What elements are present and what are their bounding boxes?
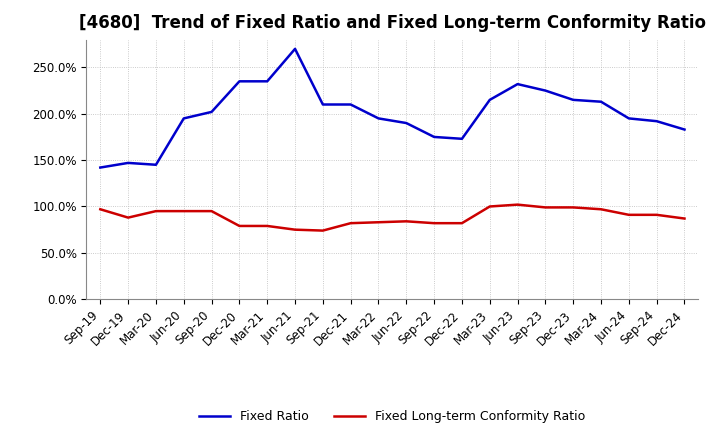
Fixed Long-term Conformity Ratio: [652, 212, 661, 217]
Fixed Ratio: [430, 134, 438, 139]
Fixed Long-term Conformity Ratio: [541, 205, 550, 210]
Fixed Ratio: [179, 116, 188, 121]
Fixed Ratio: [124, 160, 132, 165]
Fixed Ratio: [207, 109, 216, 114]
Fixed Long-term Conformity Ratio: [402, 219, 410, 224]
Fixed Long-term Conformity Ratio: [597, 207, 606, 212]
Fixed Ratio: [346, 102, 355, 107]
Fixed Ratio: [680, 127, 689, 132]
Fixed Ratio: [485, 97, 494, 103]
Legend: Fixed Ratio, Fixed Long-term Conformity Ratio: Fixed Ratio, Fixed Long-term Conformity …: [194, 405, 590, 428]
Fixed Ratio: [152, 162, 161, 167]
Fixed Long-term Conformity Ratio: [346, 220, 355, 226]
Fixed Long-term Conformity Ratio: [680, 216, 689, 221]
Fixed Ratio: [235, 79, 243, 84]
Fixed Ratio: [513, 81, 522, 87]
Fixed Long-term Conformity Ratio: [318, 228, 327, 233]
Fixed Ratio: [652, 118, 661, 124]
Fixed Long-term Conformity Ratio: [207, 209, 216, 214]
Fixed Ratio: [597, 99, 606, 104]
Fixed Ratio: [458, 136, 467, 141]
Fixed Long-term Conformity Ratio: [291, 227, 300, 232]
Fixed Long-term Conformity Ratio: [263, 224, 271, 229]
Fixed Long-term Conformity Ratio: [179, 209, 188, 214]
Fixed Ratio: [291, 46, 300, 51]
Title: [4680]  Trend of Fixed Ratio and Fixed Long-term Conformity Ratio: [4680] Trend of Fixed Ratio and Fixed Lo…: [79, 15, 706, 33]
Fixed Long-term Conformity Ratio: [513, 202, 522, 207]
Fixed Long-term Conformity Ratio: [624, 212, 633, 217]
Fixed Ratio: [402, 121, 410, 126]
Fixed Ratio: [624, 116, 633, 121]
Line: Fixed Long-term Conformity Ratio: Fixed Long-term Conformity Ratio: [100, 205, 685, 231]
Fixed Ratio: [569, 97, 577, 103]
Fixed Long-term Conformity Ratio: [569, 205, 577, 210]
Fixed Long-term Conformity Ratio: [96, 207, 104, 212]
Fixed Long-term Conformity Ratio: [152, 209, 161, 214]
Fixed Long-term Conformity Ratio: [235, 224, 243, 229]
Fixed Ratio: [318, 102, 327, 107]
Fixed Long-term Conformity Ratio: [485, 204, 494, 209]
Fixed Long-term Conformity Ratio: [430, 220, 438, 226]
Fixed Ratio: [96, 165, 104, 170]
Fixed Ratio: [263, 79, 271, 84]
Fixed Ratio: [374, 116, 383, 121]
Fixed Ratio: [541, 88, 550, 93]
Line: Fixed Ratio: Fixed Ratio: [100, 49, 685, 168]
Fixed Long-term Conformity Ratio: [124, 215, 132, 220]
Fixed Long-term Conformity Ratio: [374, 220, 383, 225]
Fixed Long-term Conformity Ratio: [458, 220, 467, 226]
